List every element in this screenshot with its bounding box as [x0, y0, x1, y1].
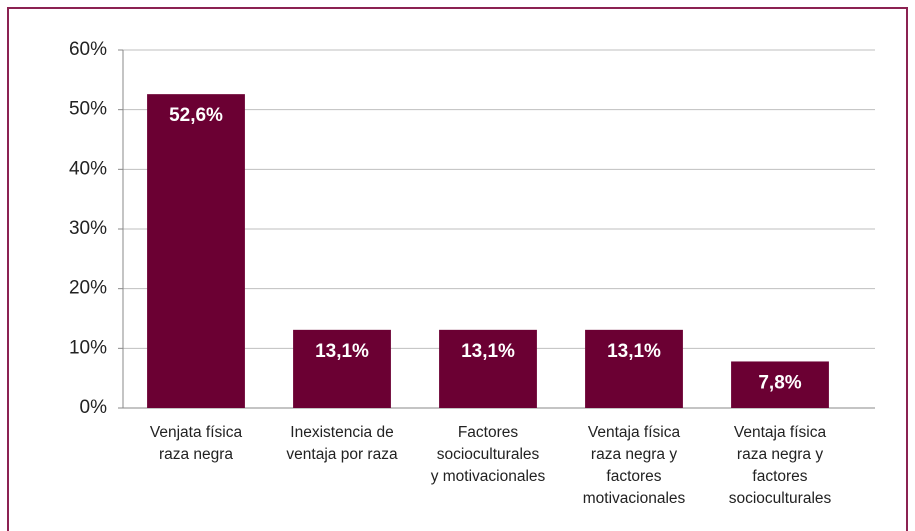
y-tick-label: 10%: [69, 337, 107, 358]
bar: [147, 94, 245, 409]
x-tick-label: Ventaja física raza negra y factores mot…: [582, 424, 686, 507]
bar: [731, 361, 829, 408]
x-tick-label: Inexistencia de ventaja por raza: [286, 424, 398, 463]
value-label: 13,1%: [607, 341, 661, 362]
y-tick-label: 60%: [69, 39, 107, 60]
bar: [439, 329, 537, 408]
bar: [585, 329, 683, 408]
y-tick-label: 30%: [69, 218, 107, 239]
value-label: 7,8%: [758, 372, 801, 393]
value-label: 13,1%: [461, 341, 515, 362]
x-tick-label: Ventaja física raza negra y factores soc…: [728, 424, 832, 507]
x-tick-label: Venjata física raza negra: [149, 424, 243, 463]
bar: [293, 329, 391, 408]
value-label: 13,1%: [315, 341, 369, 362]
y-tick-label: 0%: [80, 397, 108, 418]
y-tick-label: 20%: [69, 278, 107, 299]
frame-border: [7, 7, 908, 531]
x-tick-label: Factores socioculturales y motivacionale…: [430, 424, 546, 485]
value-label: 52,6%: [169, 105, 223, 126]
y-tick-label: 50%: [69, 99, 107, 120]
y-tick-label: 40%: [69, 158, 107, 179]
